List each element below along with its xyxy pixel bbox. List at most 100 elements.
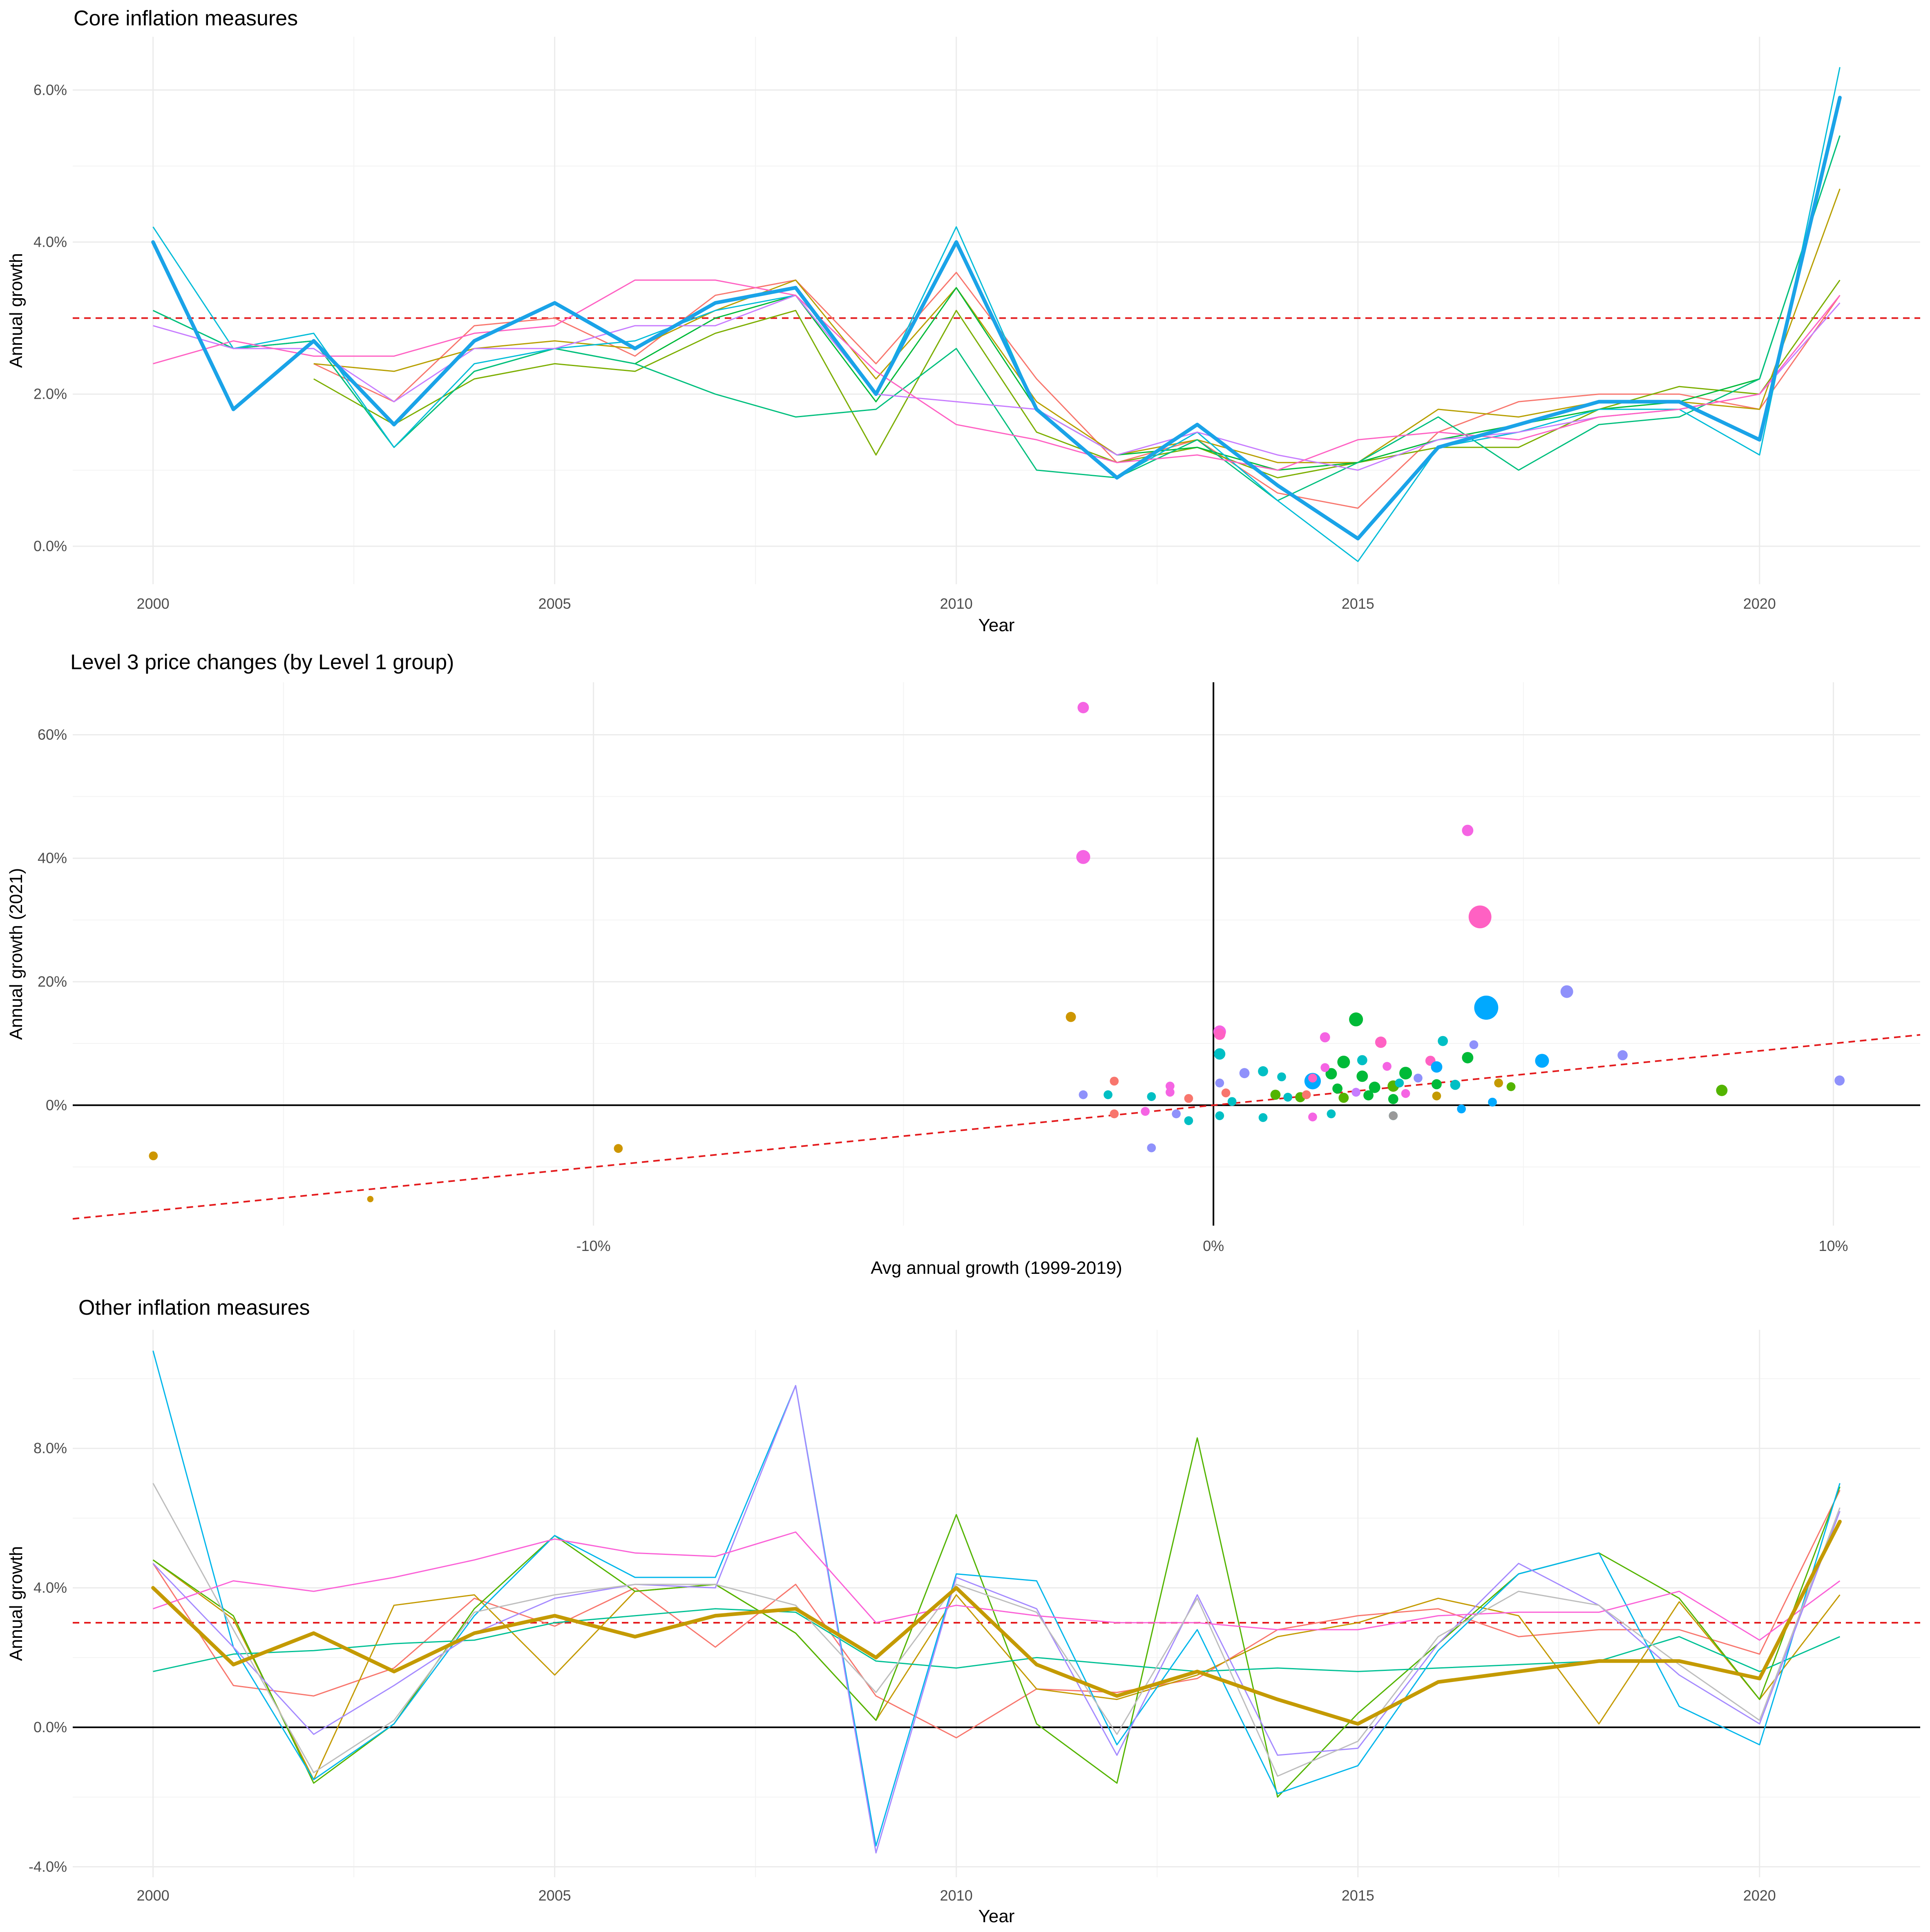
x-tick-label: 2020 [1743, 1887, 1776, 1904]
series-line [153, 1608, 1840, 1672]
scatter-point [1270, 1090, 1281, 1100]
x-tick-label: 2000 [137, 1887, 170, 1904]
scatter-point [1066, 1012, 1076, 1022]
scatter-point [1076, 850, 1090, 864]
scatter-point [1468, 905, 1492, 929]
scatter-point [1166, 1088, 1175, 1097]
series-line [152, 1385, 1841, 1854]
scatter-point [1337, 1056, 1350, 1068]
y-tick-label: 4.0% [34, 234, 67, 250]
scatter-point [1166, 1081, 1175, 1091]
scatter-point [1215, 1111, 1224, 1120]
chart-title: Core inflation measures [74, 7, 298, 30]
scatter-point [1110, 1109, 1119, 1119]
y-tick-label: -4.0% [29, 1858, 67, 1875]
x-tick-label: 2005 [538, 595, 571, 612]
scatter-point [1494, 1079, 1503, 1088]
scatter-point [1141, 1107, 1150, 1116]
y-tick-label: 4.0% [34, 1579, 67, 1596]
y-tick-label: 8.0% [34, 1440, 67, 1456]
scatter-point [1349, 1012, 1363, 1027]
scatter-point [1388, 1094, 1398, 1104]
x-tick-label: 2015 [1342, 595, 1374, 612]
scatter-point [1227, 1097, 1237, 1106]
chart-title: Other inflation measures [78, 1296, 310, 1320]
chart-panel-2: Level 3 price changes (by Level 1 group)… [6, 650, 1921, 1278]
scatter-point [1172, 1109, 1181, 1119]
scatter-point [1506, 1082, 1516, 1091]
scatter-point [614, 1144, 623, 1153]
scatter-point [1716, 1085, 1728, 1096]
scatter-point [1327, 1109, 1336, 1119]
y-tick-label: 6.0% [34, 81, 67, 98]
y-tick-label: 0% [46, 1097, 67, 1113]
y-tick-label: 40% [38, 850, 67, 867]
scatter-point [1375, 1036, 1387, 1048]
scatter-point [1325, 1068, 1337, 1080]
scatter-point [1338, 1092, 1349, 1103]
series-line [153, 295, 1841, 471]
scatter-point [1277, 1072, 1286, 1081]
scatter-point [1383, 1062, 1392, 1071]
scatter-point [1369, 1081, 1380, 1093]
series-line [152, 1490, 1841, 1739]
y-axis-title: Annual growth (2021) [6, 868, 26, 1040]
scatter-point [1462, 1052, 1474, 1063]
x-tick-label: 2015 [1342, 1887, 1374, 1904]
scatter-point [1469, 1040, 1479, 1050]
scatter-point [1432, 1091, 1441, 1101]
series-line [152, 1483, 1841, 1777]
scatter-point [1389, 1111, 1398, 1120]
series-line [152, 67, 1841, 562]
scatter-point [149, 1151, 158, 1161]
scatter-point [1617, 1050, 1628, 1061]
x-tick-label: 0% [1203, 1237, 1224, 1254]
scatter-point [1184, 1094, 1193, 1103]
scatter-point [1450, 1080, 1461, 1090]
x-tick-label: 2000 [137, 595, 170, 612]
scatter-point [1431, 1061, 1443, 1073]
chart-panel-1: Core inflation measures Year Annual growth… [6, 7, 1920, 635]
scatter-point [1258, 1113, 1268, 1122]
series-line [152, 135, 1841, 501]
scatter-point [1184, 1116, 1193, 1125]
scatter-point [1214, 1048, 1226, 1060]
scatter-point [1395, 1079, 1404, 1088]
scatter-point [1079, 1090, 1088, 1099]
scatter-point [1110, 1077, 1119, 1086]
series-line [152, 1350, 1841, 1847]
scatter-point [1414, 1073, 1423, 1083]
scatter-point [1432, 1079, 1442, 1090]
scatter-point [1103, 1090, 1112, 1099]
scatter-point [1462, 824, 1474, 836]
x-tick-label: 2020 [1743, 595, 1776, 612]
y-tick-label: 20% [38, 973, 67, 990]
scatter-point [1308, 1112, 1317, 1121]
x-axis-title: Avg annual growth (1999-2019) [871, 1258, 1122, 1278]
series-line [313, 272, 1841, 509]
scatter-point [1258, 1066, 1268, 1077]
series-line [153, 279, 1841, 471]
series-line [153, 1531, 1841, 1641]
scatter-point [1363, 1090, 1374, 1101]
scatter-point [1239, 1068, 1250, 1079]
scatter-point [1221, 1088, 1231, 1097]
scatter-point [1320, 1063, 1330, 1072]
highlight-series-line [151, 1519, 1842, 1726]
scatter-point [1474, 996, 1499, 1020]
scatter-point [1147, 1143, 1156, 1152]
scatter-point [1283, 1092, 1293, 1102]
scatter-point [1357, 1055, 1367, 1065]
highlight-series-line [151, 96, 1842, 541]
scatter-point [1560, 985, 1573, 998]
y-axis-title: Annual growth [6, 253, 26, 368]
scatter-point [1351, 1088, 1360, 1097]
scatter-point [1077, 702, 1089, 713]
chart-title: Level 3 price changes (by Level 1 group) [70, 650, 454, 674]
y-axis-title: Annual growth [6, 1546, 26, 1661]
scatter-point [1215, 1079, 1224, 1088]
equal-growth-reference-line [72, 1034, 1921, 1220]
